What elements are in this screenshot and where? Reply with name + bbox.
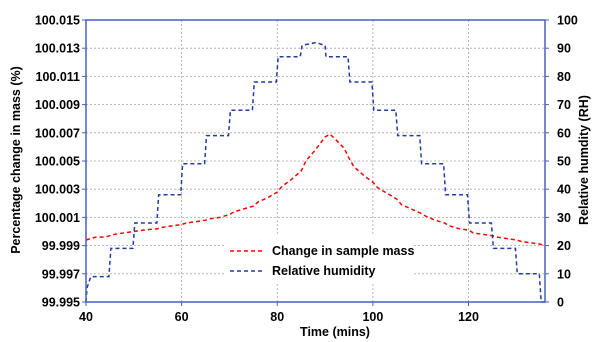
right-tick-label: 50 xyxy=(557,155,571,169)
x-tick-label: 80 xyxy=(270,310,284,324)
left-tick-label: 99.999 xyxy=(42,239,80,253)
x-tick-label: 40 xyxy=(79,310,93,324)
left-tick-label: 100.007 xyxy=(35,126,80,140)
left-tick-label: 100.003 xyxy=(35,183,80,197)
right-tick-label: 30 xyxy=(557,211,571,225)
left-tick-label: 100.009 xyxy=(35,98,80,112)
y-axis-label-right: Relative humdity (RH) xyxy=(577,95,591,225)
left-tick-label: 100.011 xyxy=(36,70,81,84)
left-tick-label: 99.995 xyxy=(42,296,80,310)
right-tick-label: 0 xyxy=(557,296,564,310)
legend-label-mass: Change in sample mass xyxy=(272,244,414,258)
right-tick-label: 90 xyxy=(557,42,571,56)
right-tick-label: 60 xyxy=(557,126,571,140)
y-axis-label-left: Percentage change in mass (%) xyxy=(9,66,23,254)
series-line-sample-mass xyxy=(85,133,546,247)
right-tick-label: 70 xyxy=(557,98,571,112)
left-tick-label: 100.005 xyxy=(35,155,80,169)
right-tick-label: 80 xyxy=(557,70,571,84)
x-tick-label: 120 xyxy=(458,310,479,324)
left-tick-label: 100.015 xyxy=(35,14,80,28)
left-axis-ticks: 99.995 99.997 99.999 100.001 100.003 100.005 1… xyxy=(35,14,86,310)
left-tick-label: 100.001 xyxy=(35,211,80,225)
x-tick-label: 100 xyxy=(362,310,383,324)
series-layer xyxy=(85,41,546,303)
legend: Change in sample mass Relative humidity xyxy=(224,236,414,282)
left-tick-label: 100.013 xyxy=(35,42,80,56)
x-axis-label: Time (mins) xyxy=(300,325,370,339)
legend-background xyxy=(224,236,414,282)
right-tick-label: 10 xyxy=(557,267,571,281)
left-tick-label: 99.997 xyxy=(42,267,80,281)
right-tick-label: 20 xyxy=(557,239,571,253)
legend-label-rh: Relative humidity xyxy=(272,264,376,278)
right-tick-label: 40 xyxy=(557,183,571,197)
x-tick-label: 60 xyxy=(175,310,189,324)
x-axis-ticks: 40 60 80 100 120 xyxy=(79,302,479,324)
series-line-relative-humidity xyxy=(85,41,545,303)
right-tick-label: 100 xyxy=(557,14,578,28)
right-axis-ticks: 0 10 20 30 40 50 60 70 80 90 100 xyxy=(545,14,578,310)
